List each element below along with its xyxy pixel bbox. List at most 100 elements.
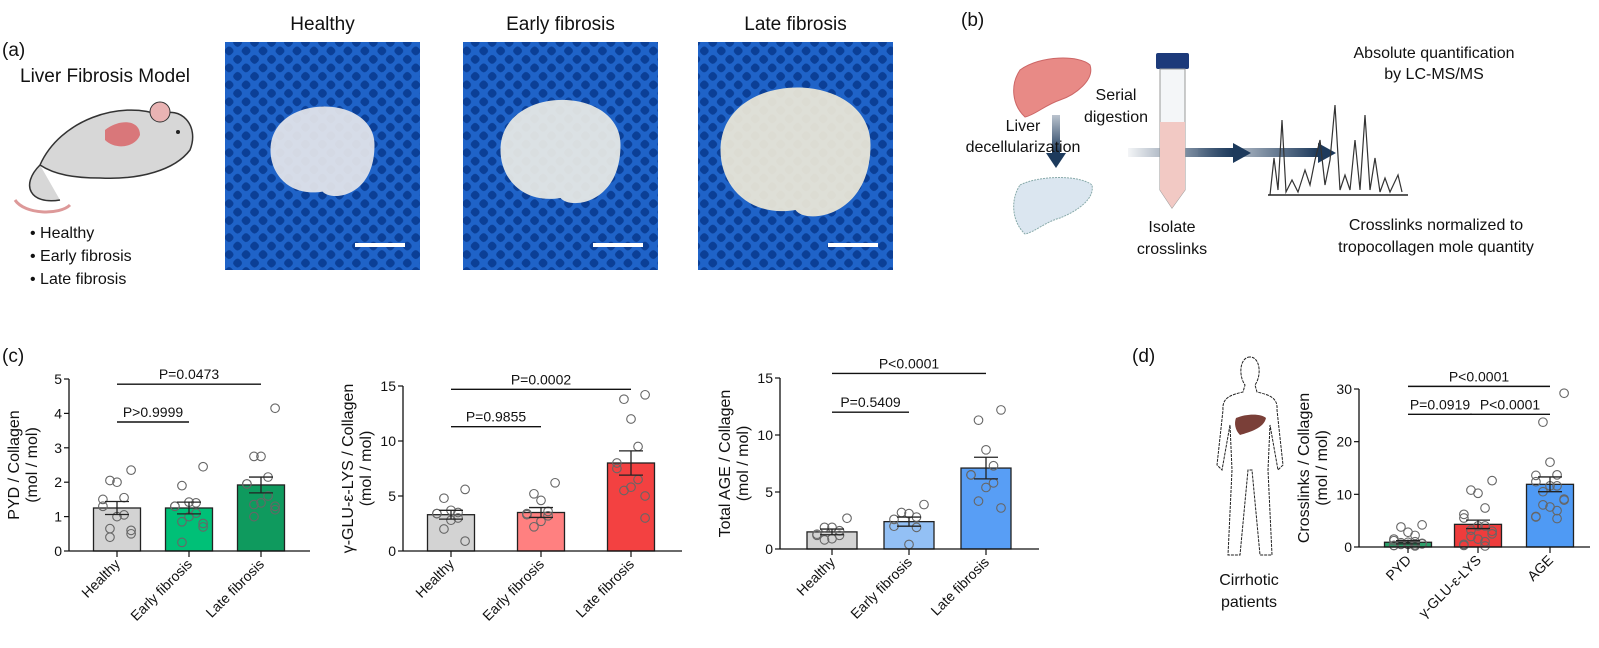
data-point <box>98 501 108 512</box>
data-point <box>191 497 201 508</box>
x-tick-label: Early fibrosis <box>127 556 195 624</box>
data-point <box>198 461 208 472</box>
data-point <box>170 501 180 512</box>
y-tick-label: 30 <box>1336 381 1352 397</box>
data-point <box>529 521 539 532</box>
human-body-illustration <box>1216 356 1284 556</box>
data-point <box>640 491 650 501</box>
data-point <box>981 444 991 455</box>
data-point <box>1459 513 1469 523</box>
step4-bottom-line1: Crosslinks normalized to <box>1349 217 1523 234</box>
liver-icon <box>1013 57 1092 118</box>
data-point <box>98 494 108 505</box>
data-point <box>996 503 1006 513</box>
arrow-2 <box>1198 148 1318 157</box>
data-point <box>270 501 280 512</box>
data-point <box>1487 526 1497 537</box>
decellularized-liver-icon <box>1013 177 1093 235</box>
data-point <box>1410 541 1420 551</box>
data-point <box>1531 512 1541 522</box>
p-value-label: P=0.9855 <box>466 409 527 425</box>
y-tick-label: 5 <box>388 488 396 504</box>
data-point <box>1538 500 1548 510</box>
data-point <box>460 536 470 546</box>
y-axis-label: Crosslinks / Collagen <box>1296 393 1313 543</box>
bar-late-fibrosis <box>606 462 656 552</box>
data-point <box>522 509 532 520</box>
y-tick-label: 0 <box>1344 539 1352 555</box>
y-tick-label: 10 <box>380 433 396 449</box>
bullet-late: • Late fibrosis <box>30 271 126 288</box>
p-value-label: P=0.5409 <box>840 394 901 410</box>
data-point <box>432 508 442 519</box>
y-tick-label: 3 <box>54 440 62 456</box>
bullet-healthy: • Healthy <box>30 225 94 242</box>
data-point <box>1410 536 1420 547</box>
data-point <box>633 441 643 452</box>
step4-top-line1: Absolute quantification <box>1354 45 1515 62</box>
data-point <box>529 488 539 499</box>
data-point <box>126 528 136 539</box>
p-value-label: P<0.0001 <box>1449 368 1510 384</box>
x-tick-label: Healthy <box>78 556 123 601</box>
step1-line2: decellularization <box>966 139 1081 156</box>
mouse-illustration <box>13 101 194 214</box>
data-point <box>1531 476 1541 487</box>
data-point <box>1552 505 1562 516</box>
data-point <box>619 394 629 405</box>
y-tick-label: 15 <box>380 378 396 394</box>
data-point <box>1396 522 1406 532</box>
data-point <box>640 389 650 400</box>
data-point <box>263 491 273 501</box>
chart-1: 0 1 2 3 4 5 Healthy Early fibrosis Late fibrosis… <box>6 366 310 624</box>
data-point <box>105 475 115 486</box>
data-point <box>177 480 187 491</box>
y-axis-label: Total AGE / Collagen <box>717 390 734 538</box>
y-axis-unit: (mol / mol) <box>358 431 375 507</box>
data-point <box>612 458 622 468</box>
ms-spectrum <box>1269 104 1403 196</box>
data-point <box>911 522 922 533</box>
data-point <box>270 504 280 515</box>
data-point <box>460 484 470 495</box>
step2-line1: Serial <box>1096 87 1137 104</box>
x-tick-label: PYD <box>1382 552 1414 584</box>
p-value-label: P<0.0001 <box>1480 396 1541 412</box>
x-tick-label: Late fibrosis <box>927 554 992 619</box>
photo-title: Late fibrosis <box>744 14 846 35</box>
data-point <box>198 518 208 529</box>
liver-specimen <box>500 99 621 204</box>
data-point <box>819 522 830 533</box>
y-tick-label: 5 <box>54 371 62 387</box>
data-point <box>981 482 991 493</box>
data-point <box>249 499 259 510</box>
data-point <box>1480 536 1490 547</box>
model-title: Liver Fibrosis Model <box>20 66 190 87</box>
data-point <box>270 403 280 414</box>
y-axis-unit: (mol / mol) <box>735 426 752 502</box>
data-point <box>1545 457 1555 468</box>
data-point <box>1459 540 1469 551</box>
x-tick-label: γ-GLU-ε-LYS <box>1415 552 1484 621</box>
data-point <box>126 525 136 536</box>
data-point <box>973 415 984 426</box>
x-tick-label: Healthy <box>793 554 838 599</box>
panel-a-label: (a) <box>2 40 25 61</box>
data-point <box>1466 531 1476 542</box>
data-point <box>1473 488 1483 499</box>
data-point <box>1552 469 1562 480</box>
p-value-label: P=0.0919 <box>1410 396 1471 412</box>
y-tick-label: 2 <box>54 474 62 490</box>
data-point <box>1552 513 1562 524</box>
data-point <box>919 499 929 510</box>
data-point <box>626 414 636 424</box>
y-tick-label: 10 <box>757 427 773 443</box>
data-point <box>242 479 252 489</box>
bar-healthy <box>426 514 476 552</box>
data-point <box>536 495 546 506</box>
p-value-label: P<0.0001 <box>879 355 940 371</box>
data-point <box>1559 388 1569 399</box>
data-point <box>1487 475 1497 486</box>
y-tick-label: 0 <box>54 543 62 559</box>
